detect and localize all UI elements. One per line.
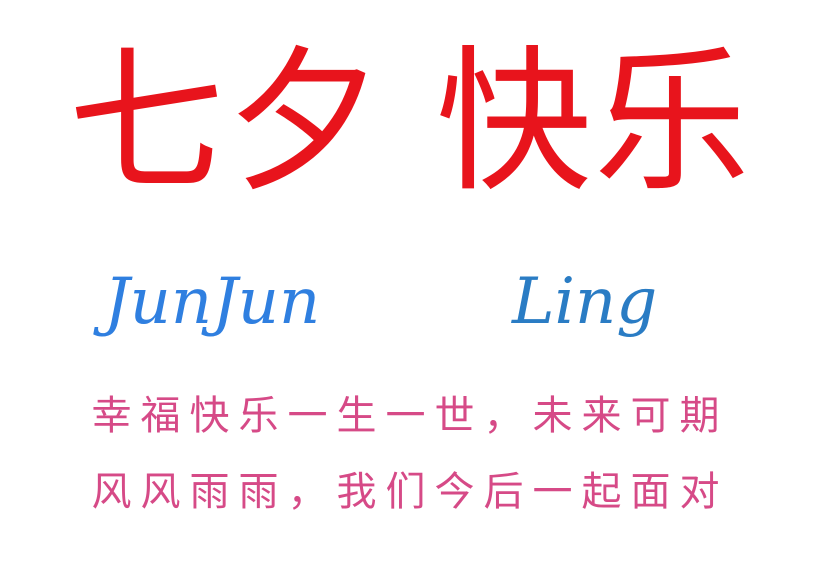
name-right: Ling [512, 265, 658, 339]
poem-line-2: 风风雨雨，我们今后一起面对 [91, 469, 729, 515]
poem-line-1: 幸福快乐一生一世，未来可期 [91, 393, 729, 439]
greeting-title: 七夕 快乐 [68, 31, 752, 213]
name-left: JunJun [104, 265, 321, 339]
